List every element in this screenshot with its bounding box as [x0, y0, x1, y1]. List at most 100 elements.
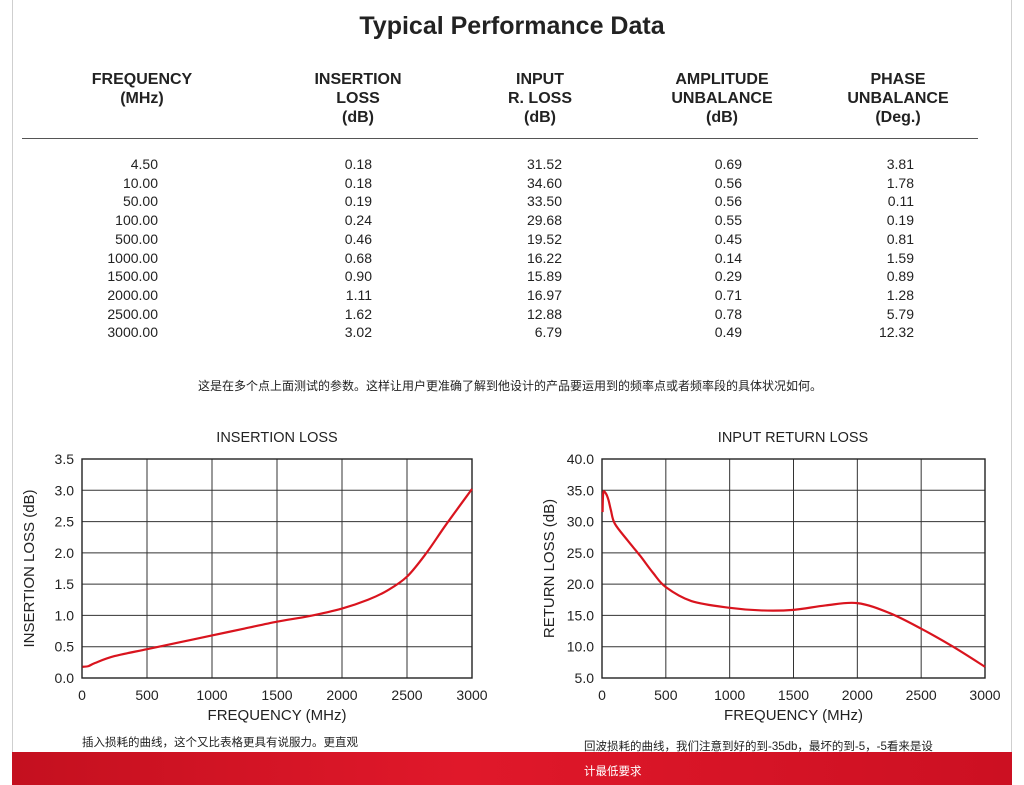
table-cell: 33.50 [526, 193, 562, 210]
y-tick-label: 25.0 [567, 545, 594, 561]
header-insertion-loss: INSERTION LOSS (dB) [314, 71, 402, 126]
x-tick-label: 0 [598, 687, 606, 703]
column-insertion-loss: 0.18 0.18 0.19 0.24 0.46 0.68 0.90 1.11 1.62 3.02 [320, 155, 372, 342]
column-frequency: 4.50 10.00 50.00 100.00 500.00 1000.00 1500.00… [90, 155, 158, 342]
table-cell: 1.78 [886, 174, 914, 191]
caption-return-loss: 回波损耗的曲线，我们注意到好的到-35db，最坏的到-5，-5看来是设 计最低要… [584, 735, 1004, 785]
caption-return-loss-line-1: 回波损耗的曲线，我们注意到好的到-35db，最坏的到-5，-5看来是设 [584, 741, 933, 753]
table-cell: 0.46 [344, 230, 372, 247]
series-line [81, 488, 473, 668]
table-cell: 12.88 [526, 305, 562, 322]
page-frame-left [12, 0, 13, 752]
x-tick-label: 1500 [261, 687, 292, 703]
x-tick-label: 2000 [326, 687, 357, 703]
x-tick-label: 1000 [714, 687, 745, 703]
column-amplitude-unbalance: 0.69 0.56 0.56 0.55 0.45 0.14 0.29 0.71 0.78 0.49 [690, 155, 742, 342]
chart-title-return-loss: INPUT RETURN LOSS [717, 430, 869, 446]
table-cell: 0.56 [714, 193, 742, 210]
x-tick-label: 3000 [969, 687, 1000, 703]
x-axis-label: FREQUENCY (MHz) [208, 707, 347, 724]
x-tick-label: 2000 [842, 687, 873, 703]
caption-return-loss-line-2: 计最低要求 [584, 766, 642, 778]
table-cell: 0.29 [714, 268, 742, 285]
table-cell: 0.90 [344, 268, 372, 285]
table-cell: 4.50 [130, 156, 158, 172]
table-cell: 16.22 [526, 249, 562, 266]
table-cell: 2500.00 [107, 305, 158, 322]
x-tick-label: 2500 [906, 687, 937, 703]
table-cell: 0.24 [344, 212, 372, 229]
y-tick-label: 3.5 [55, 451, 75, 467]
table-cell: 0.19 [344, 193, 372, 210]
page-title: Typical Performance Data [359, 12, 665, 40]
y-tick-label: 20.0 [567, 576, 594, 592]
y-tick-label: 40.0 [567, 451, 594, 467]
x-tick-label: 1000 [196, 687, 227, 703]
x-tick-label: 2500 [391, 687, 422, 703]
table-cell: 1.59 [886, 249, 914, 266]
chart-title-insertion-loss: INSERTION LOSS [216, 430, 338, 446]
page-frame-right [1011, 0, 1012, 752]
y-tick-label: 0.5 [55, 639, 75, 655]
table-cell: 0.89 [886, 268, 914, 285]
footer-bar [12, 752, 1012, 785]
table-cell: 0.11 [887, 193, 914, 210]
insertion-loss-chart: 0 500 1000 1500 2000 2500 3000 0.0 0.5 1.0 1.5 2.0 2… [21, 451, 488, 724]
x-tick-label: 3000 [456, 687, 487, 703]
table-cell: 0.78 [714, 305, 742, 322]
table-cell: 0.45 [714, 230, 742, 247]
table-cell: 16.97 [526, 286, 562, 303]
y-tick-label: 2.0 [55, 545, 75, 561]
table-cell: 1.11 [345, 286, 372, 303]
table-cell: 50.00 [122, 193, 158, 210]
y-tick-label: 1.5 [55, 576, 75, 592]
y-tick-label: 1.0 [55, 607, 75, 623]
table-cell: 34.60 [526, 174, 562, 191]
table-rule [22, 138, 978, 139]
y-tick-label: 5.0 [575, 670, 595, 686]
series-line [601, 490, 986, 668]
x-tick-label: 500 [654, 687, 678, 703]
y-tick-label: 0.0 [55, 670, 75, 686]
header-phase-unbalance: PHASE UNBALANCE (Deg.) [847, 71, 949, 126]
table-cell: 0.81 [886, 230, 914, 247]
header-amplitude-unbalance: AMPLITUDE UNBALANCE (dB) [671, 71, 773, 126]
column-phase-unbalance: 3.81 1.78 0.11 0.19 0.81 1.59 0.89 1.28 5.79 12.3… [860, 155, 914, 342]
table-cell: 0.56 [714, 174, 742, 191]
table-cell: 29.68 [526, 212, 562, 229]
table-cell: 100.00 [115, 212, 158, 229]
y-tick-label: 35.0 [567, 482, 594, 498]
table-cell: 1.28 [886, 286, 914, 303]
table-cell: 10.00 [122, 174, 158, 191]
header-input-return-loss: INPUT R. LOSS (dB) [507, 71, 572, 126]
table-cell: 15.89 [526, 268, 562, 285]
table-cell: 3.02 [344, 324, 372, 341]
x-axis-label: FREQUENCY (MHz) [724, 707, 863, 724]
table-cell: 0.69 [714, 156, 742, 172]
y-axis-label: INSERTION LOSS (dB) [21, 489, 38, 647]
column-input-return-loss: 31.52 34.60 33.50 29.68 19.52 16.22 15.89 16.97… [500, 155, 562, 342]
table-note: 这是在多个点上面测试的参数。这样让用户更准确了解到他设计的产品要运用到的频率点或… [197, 379, 822, 393]
x-tick-label: 0 [78, 687, 86, 703]
table-cell: 0.71 [714, 286, 742, 303]
x-tick-label: 500 [135, 687, 159, 703]
table-cell: 0.19 [886, 212, 914, 229]
table-cell: 0.49 [714, 324, 742, 341]
x-tick-label: 1500 [778, 687, 809, 703]
y-tick-label: 15.0 [567, 607, 594, 623]
table-cell: 31.52 [526, 156, 562, 172]
y-tick-label: 2.5 [55, 514, 75, 530]
table-cell: 0.18 [344, 156, 372, 172]
return-loss-chart: 0 500 1000 1500 2000 2500 3000 5.0 10.0 15.0 20.0 2… [541, 451, 1001, 724]
y-axis-label: RETURN LOSS (dB) [541, 499, 558, 638]
y-tick-label: 30.0 [567, 514, 594, 530]
plot-frame [81, 458, 473, 679]
table-cell: 0.14 [714, 249, 742, 266]
table-cell: 1500.00 [107, 268, 158, 285]
y-tick-label: 10.0 [567, 639, 594, 655]
table-cell: 1000.00 [107, 249, 158, 266]
table-cell: 1.62 [344, 305, 372, 322]
header-frequency: FREQUENCY (MHz) [91, 71, 193, 107]
table-cell: 12.32 [878, 324, 914, 341]
y-tick-label: 3.0 [55, 482, 75, 498]
